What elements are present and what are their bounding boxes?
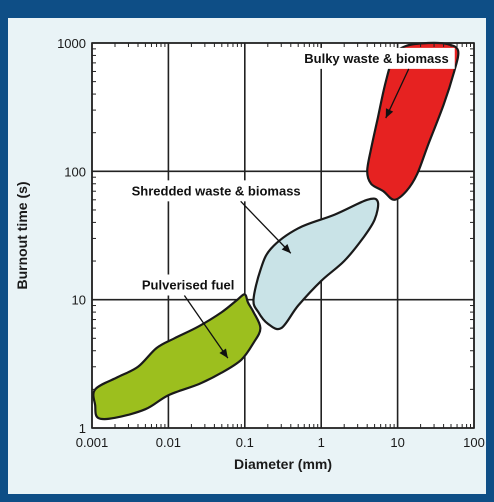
y-tick-label: 1 — [79, 421, 86, 436]
x-tick-label: 10 — [390, 435, 404, 450]
arrow-head — [385, 108, 394, 119]
label-pulverised-fuel: Pulverised fuel — [135, 274, 241, 359]
label-box — [125, 180, 307, 202]
region-label-text: Shredded waste & biomass — [132, 183, 301, 198]
x-tick-label: 0.1 — [236, 435, 254, 450]
label-box — [298, 47, 455, 69]
label-shredded-waste: Shredded waste & biomass — [125, 180, 307, 254]
x-axis-title: Diameter (mm) — [234, 456, 332, 472]
x-tick-label: 100 — [463, 435, 485, 450]
region-label-text: Bulky waste & biomass — [304, 51, 449, 66]
y-tick-label: 1000 — [57, 36, 86, 51]
label-bulky-waste: Bulky waste & biomass — [298, 47, 455, 119]
y-tick-label: 100 — [64, 164, 86, 179]
x-tick-label: 1 — [318, 435, 325, 450]
axes: 0.001 0.01 0.1 1 10 100 1 10 100 1000 — [57, 36, 485, 450]
plot-border — [91, 42, 475, 429]
regions — [92, 41, 460, 421]
region-label-text: Pulverised fuel — [142, 278, 234, 293]
y-axis-title: Burnout time (s) — [14, 181, 30, 289]
region-bulky-waste — [366, 41, 460, 201]
x-tick-label: 0.01 — [156, 435, 181, 450]
region-pulverised-fuel — [92, 293, 262, 421]
leader-line — [183, 295, 229, 359]
label-box — [135, 274, 241, 296]
x-tick-label: 0.001 — [76, 435, 109, 450]
leader-line — [240, 200, 292, 254]
region-shredded-waste — [252, 197, 380, 331]
region-labels: Pulverised fuel Shredded waste & biomass B… — [125, 47, 455, 359]
arrow-head — [219, 348, 228, 359]
y-tick-label: 10 — [72, 293, 86, 308]
leader-line — [385, 68, 410, 119]
arrow-head — [281, 243, 291, 254]
